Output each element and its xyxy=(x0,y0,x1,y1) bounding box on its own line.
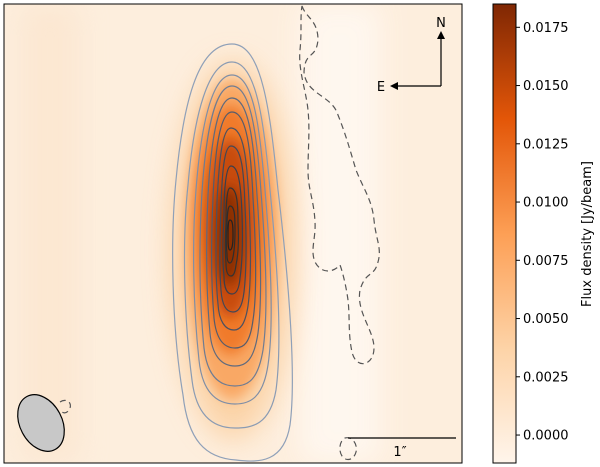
scalebar-label: 1″ xyxy=(393,445,406,460)
scalebar: 1″ xyxy=(348,437,456,460)
heatmap-frame xyxy=(3,3,463,464)
positive-contours xyxy=(172,43,293,462)
negative-contour-main xyxy=(299,5,380,365)
contour-level-6 xyxy=(211,111,257,349)
contour-level-10 xyxy=(224,187,239,277)
colorbar-ticks: 0.0000 0.0025 0.0050 0.0075 0.0100 0.0125 0.01… xyxy=(516,21,569,444)
negative-contour-small xyxy=(339,437,357,461)
background-band-left xyxy=(20,4,80,463)
contour-level-3 xyxy=(193,74,272,405)
colorbar-gradient xyxy=(492,3,517,464)
contour-level-8 xyxy=(219,145,247,313)
contour-level-9 xyxy=(222,165,243,295)
contour-level-7 xyxy=(215,127,251,331)
negative-contour-beam xyxy=(59,399,71,414)
beam-ellipse xyxy=(17,394,65,452)
colorbar-tick-label: 0.0050 xyxy=(523,312,569,327)
contour-level-12 xyxy=(227,219,234,251)
negative-contours xyxy=(59,5,380,461)
colorbar-tick-label: 0.0175 xyxy=(523,21,569,36)
background-band-right xyxy=(300,4,380,463)
compass-east-arrowhead xyxy=(390,82,398,90)
colorbar-label: Flux density [Jy/beam] xyxy=(580,161,595,307)
contour-level-5 xyxy=(206,97,262,367)
compass xyxy=(390,31,445,90)
compass-north-arrowhead xyxy=(437,31,445,39)
colorbar-tick-label: 0.0025 xyxy=(523,370,569,385)
compass-north-label: N xyxy=(436,16,446,31)
colorbar-tick-label: 0.0000 xyxy=(523,429,569,444)
colorbar: 0.0000 0.0025 0.0050 0.0075 0.0100 0.0125 0.01… xyxy=(492,3,595,464)
colorbar-tick-label: 0.0150 xyxy=(523,79,569,94)
contour-level-1 xyxy=(172,43,293,462)
contour-level-2 xyxy=(183,61,280,429)
colorbar-tick-label: 0.0100 xyxy=(523,196,569,211)
source-core-emission xyxy=(215,186,243,286)
compass-east-label: E xyxy=(377,80,385,95)
colorbar-tick-label: 0.0075 xyxy=(523,254,569,269)
colorbar-tick-label: 0.0125 xyxy=(523,137,569,152)
contour-level-4 xyxy=(199,85,267,387)
heatmap-plot: 1″ N E xyxy=(4,4,462,463)
contour-level-11 xyxy=(225,205,236,264)
